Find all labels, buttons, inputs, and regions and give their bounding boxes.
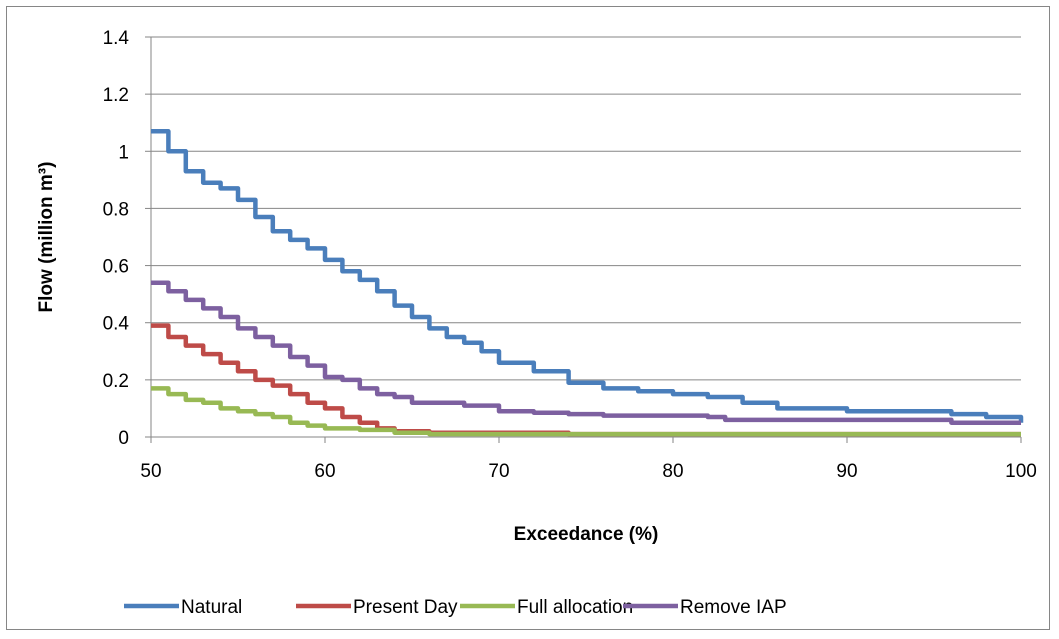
- x-tick-label: 70: [488, 461, 509, 482]
- legend: Natural Present Day Full allocation Remove …: [124, 597, 787, 618]
- y-tick-label: 1: [118, 142, 129, 163]
- x-axis-title: Exceedance (%): [514, 524, 659, 545]
- gridlines: [151, 36, 1021, 381]
- y-tick-label: 1.2: [103, 85, 129, 106]
- y-axis-title: Flow (million m³): [36, 162, 57, 313]
- y-tick-label: 0.2: [103, 371, 129, 392]
- series-line-remove-iap: [151, 280, 1021, 425]
- legend-label: Natural: [181, 597, 242, 618]
- x-tick-label: 50: [140, 461, 161, 482]
- y-tick-label: 0.6: [103, 257, 129, 278]
- y-tick-label: 0.8: [103, 199, 129, 220]
- x-tick-label: 60: [314, 461, 335, 482]
- x-tick-labels: 50 60 70 80 90 100: [140, 437, 1037, 482]
- axes: [150, 37, 1021, 438]
- legend-label: Remove IAP: [680, 597, 787, 618]
- y-tick-label: 0.4: [103, 314, 130, 335]
- x-tick-label: 100: [1005, 461, 1037, 482]
- series-lines: [151, 129, 1024, 437]
- series-line-full-allocation: [151, 386, 1021, 437]
- y-tick-label: 1.4: [103, 28, 130, 49]
- legend-label: Full allocation: [517, 597, 633, 618]
- y-tick-labels: 0 0.2 0.4 0.6 0.8 1 1.2 1.4: [103, 28, 151, 449]
- x-tick-label: 80: [662, 461, 683, 482]
- series-line-natural: [151, 129, 1024, 423]
- y-tick-label: 0: [118, 428, 129, 449]
- x-tick-label: 90: [836, 461, 857, 482]
- chart-area: [6, 6, 1050, 630]
- legend-label: Present Day: [353, 597, 458, 618]
